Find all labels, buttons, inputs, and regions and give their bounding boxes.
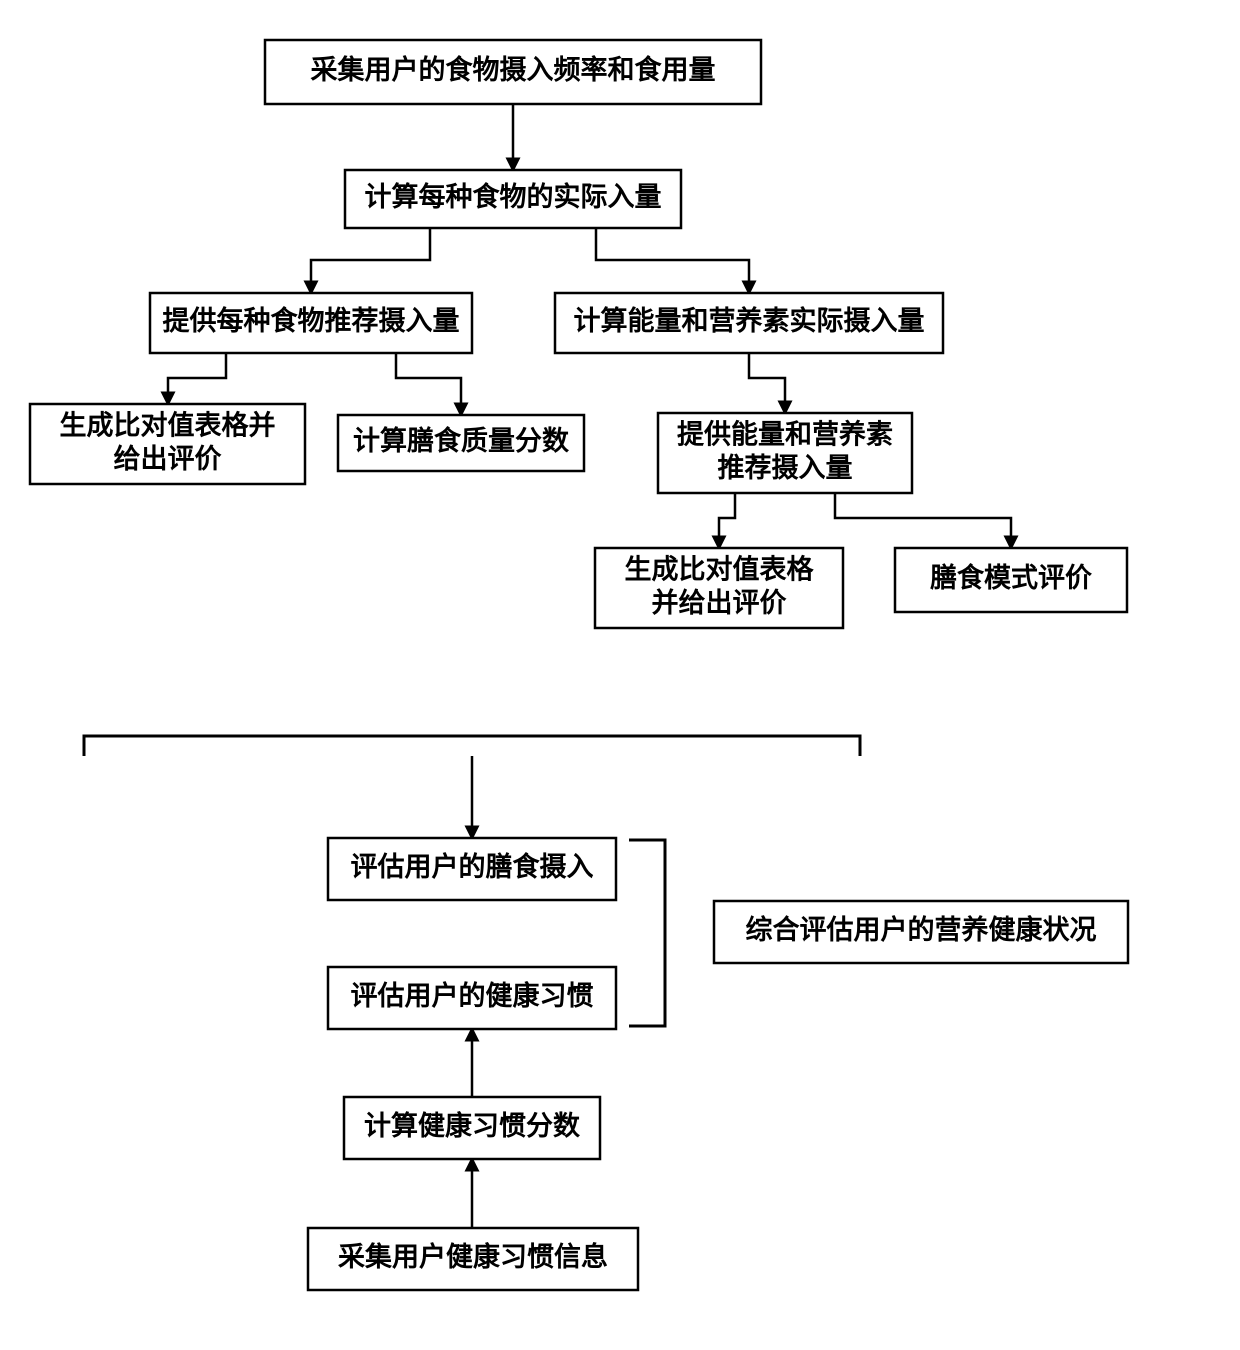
flow-node: 计算膳食质量分数 <box>338 415 584 471</box>
flow-node: 采集用户的食物摄入频率和食用量 <box>265 40 761 104</box>
flow-node-label: 计算每种食物的实际入量 <box>365 181 662 212</box>
flow-node: 膳食模式评价 <box>895 548 1127 612</box>
flow-node-label: 生成比对值表格并 <box>60 409 276 440</box>
flow-node-label: 计算健康习惯分数 <box>364 1110 581 1141</box>
edge <box>311 228 430 293</box>
flow-node-label: 综合评估用户的营养健康状况 <box>746 914 1097 945</box>
flow-node-label: 计算能量和营养素实际摄入量 <box>574 305 925 336</box>
flow-node-label: 提供能量和营养素 <box>677 418 893 449</box>
flow-node: 综合评估用户的营养健康状况 <box>714 901 1128 963</box>
flow-node-label: 膳食模式评价 <box>930 562 1093 593</box>
flow-node: 提供能量和营养素推荐摄入量 <box>658 413 912 493</box>
flow-node: 生成比对值表格并给出评价 <box>595 548 843 628</box>
flow-node: 采集用户健康习惯信息 <box>308 1228 638 1290</box>
flow-node-label: 提供每种食物推荐摄入量 <box>163 305 460 336</box>
flow-node-label: 采集用户的食物摄入频率和食用量 <box>311 54 716 85</box>
flow-node-label: 评估用户的健康习惯 <box>351 980 594 1011</box>
bracket <box>629 840 665 1026</box>
flow-node: 计算每种食物的实际入量 <box>345 170 681 228</box>
flow-node-label: 采集用户健康习惯信息 <box>338 1241 608 1272</box>
flow-node: 评估用户的健康习惯 <box>328 967 616 1029</box>
flow-node: 计算健康习惯分数 <box>344 1097 600 1159</box>
edge <box>749 353 785 413</box>
bracket <box>84 736 860 756</box>
edge <box>596 228 749 293</box>
flow-node-label: 计算膳食质量分数 <box>353 425 570 456</box>
flow-node-label: 给出评价 <box>114 444 223 474</box>
flow-node: 提供每种食物推荐摄入量 <box>150 293 472 353</box>
edge <box>835 493 1011 548</box>
flow-node-label: 并给出评价 <box>652 587 788 618</box>
flow-node-label: 生成比对值表格 <box>625 554 815 584</box>
edge <box>396 353 461 415</box>
flow-node: 生成比对值表格并给出评价 <box>30 404 305 484</box>
flow-node: 计算能量和营养素实际摄入量 <box>555 293 943 353</box>
flow-node-label: 推荐摄入量 <box>718 453 853 483</box>
edge <box>168 353 226 404</box>
edge <box>719 493 735 548</box>
flow-node: 评估用户的膳食摄入 <box>328 838 616 900</box>
flow-node-label: 评估用户的膳食摄入 <box>351 851 594 882</box>
